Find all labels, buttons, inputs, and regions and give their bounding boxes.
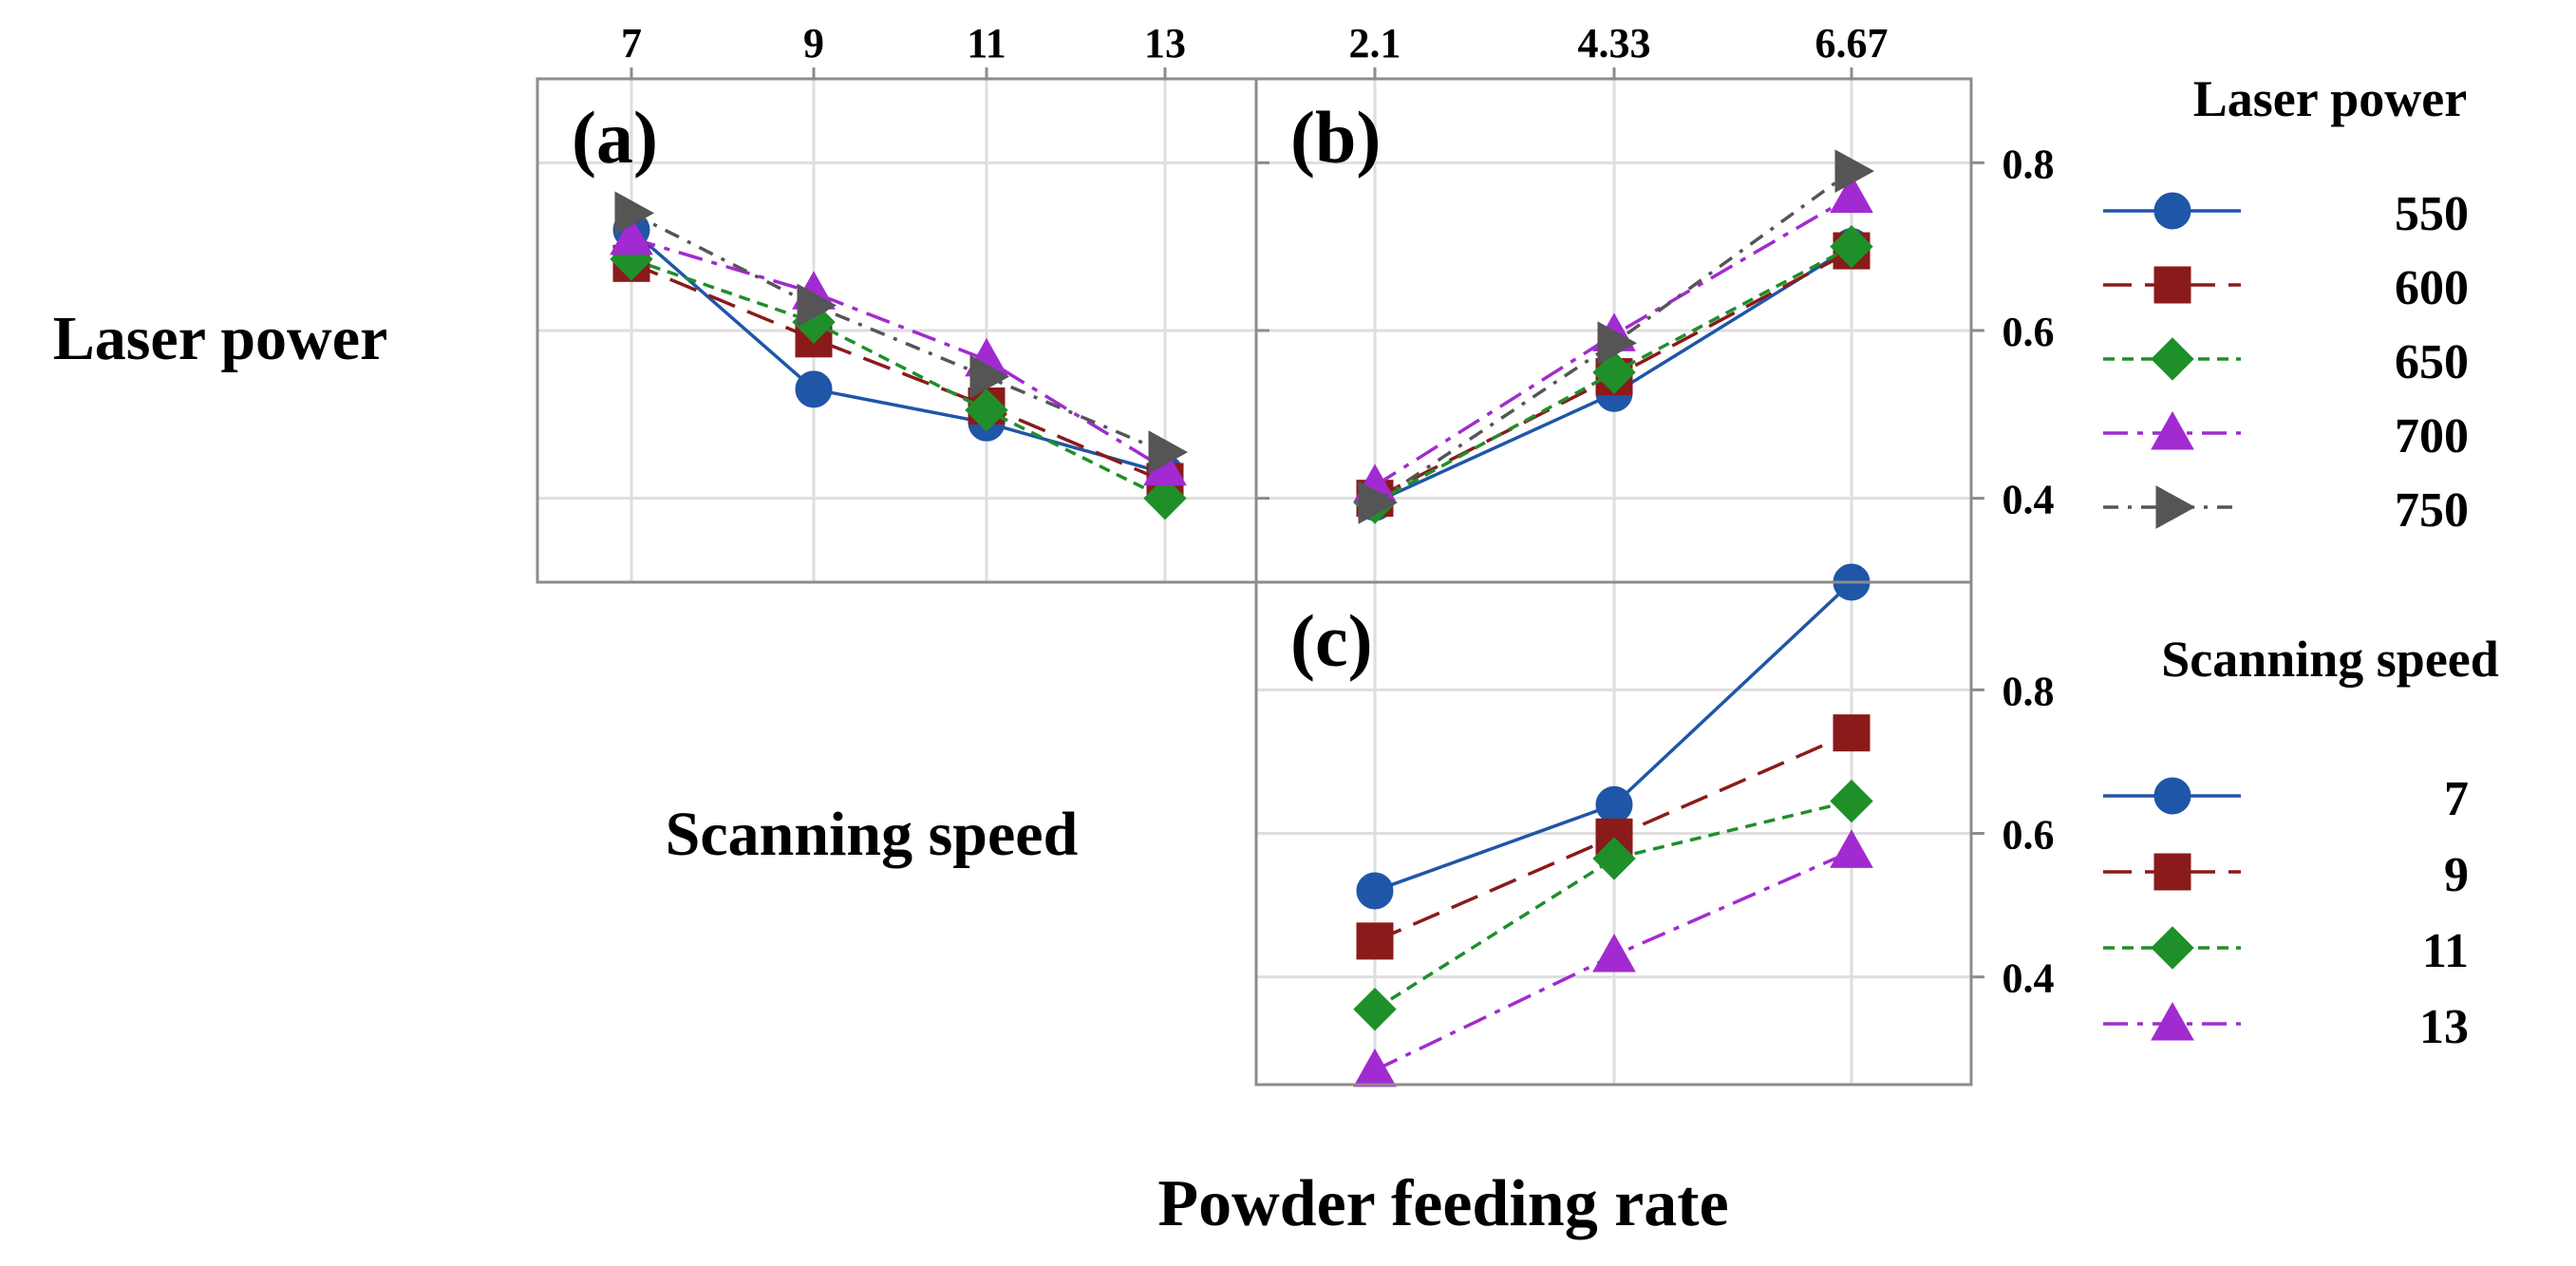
panel-b-point-650-1 <box>1592 350 1636 394</box>
panel-b-xtick-label: 6.67 <box>1815 20 1889 66</box>
panel-a-point-650-2 <box>965 388 1008 432</box>
legend-1-swatch-marker-11 <box>2151 926 2194 970</box>
panel-a-line-750 <box>630 211 1166 454</box>
legend-0-swatch-marker-550 <box>2153 192 2191 230</box>
panel-a-line-600 <box>630 261 1166 483</box>
panel-c-point-7-1 <box>1595 785 1633 823</box>
panel-b-line-750 <box>1374 169 1853 504</box>
panel-a-line-650 <box>630 257 1166 501</box>
legend-0-item-label-750: 750 <box>2395 483 2469 538</box>
legend-0-item-label-550: 550 <box>2395 187 2469 241</box>
panel-a-line-550 <box>630 228 1166 475</box>
legend-0-swatch-marker-600 <box>2153 266 2191 304</box>
panel-a-xtick-label: 11 <box>967 20 1006 66</box>
legend-0-item-label-700: 700 <box>2395 409 2469 463</box>
panel-c-point-13-2 <box>1830 829 1873 868</box>
row-label-scanning-speed: Scanning speed <box>666 800 1079 869</box>
panel-a-point-700-0 <box>610 216 653 255</box>
legend-1-title: Scanning speed <box>2161 631 2499 688</box>
panel-a-point-550-1 <box>795 370 833 408</box>
panel-c-ytick-label: 0.6 <box>2003 812 2055 859</box>
x-axis-title: Powder feeding rate <box>1157 1167 1728 1240</box>
legend-1-swatch-marker-7 <box>2153 777 2191 815</box>
panel-c-point-13-0 <box>1353 1048 1397 1087</box>
row-label-laser-power: Laser power <box>53 304 388 373</box>
panel-c-point-11-2 <box>1830 779 1873 823</box>
panel-c-label: (c) <box>1290 599 1373 682</box>
panel-a-line-700 <box>630 236 1166 471</box>
panel-c-line-11 <box>1374 799 1852 1011</box>
panel-a-point-750-0 <box>614 191 655 236</box>
panel-c-ytick-label: 0.4 <box>2003 955 2055 1002</box>
panel-a-point-750-2 <box>969 354 1010 399</box>
panel-a-xtick-label: 7 <box>621 20 642 66</box>
panel-c-point-9-2 <box>1833 714 1871 752</box>
panel-b-xtick-label: 4.33 <box>1578 20 1651 66</box>
legend-0-item-label-650: 650 <box>2395 335 2469 389</box>
panel-b-point-750-1 <box>1597 321 1638 366</box>
panel-c-point-11-0 <box>1353 987 1397 1031</box>
panel-a-point-650-3 <box>1143 476 1187 520</box>
panel-b-point-750-2 <box>1834 149 1875 194</box>
legend-1-swatch-marker-9 <box>2153 853 2191 891</box>
legend-1-item-label-7: 7 <box>2444 772 2469 826</box>
panel-b-point-700-2 <box>1830 174 1873 214</box>
panel-b-point-750-0 <box>1358 481 1399 524</box>
panel-a-label: (a) <box>572 96 658 179</box>
panel-a-point-750-3 <box>1148 430 1189 474</box>
panel-b-label: (b) <box>1290 96 1381 179</box>
legend-0-swatch-marker-650 <box>2151 337 2194 381</box>
legend-0-item-label-600: 600 <box>2395 261 2469 315</box>
panel-b-xtick-label: 2.1 <box>1349 20 1401 66</box>
panel-c-point-9-0 <box>1356 922 1394 960</box>
legend-1-item-label-9: 9 <box>2444 848 2469 902</box>
legend-1-item-label-13: 13 <box>2419 1000 2469 1054</box>
panel-a-xtick-label: 9 <box>803 20 824 66</box>
panel-c-point-11-1 <box>1592 837 1636 880</box>
panel-b-point-650-2 <box>1830 224 1873 269</box>
panel-a-xtick-label: 13 <box>1144 20 1186 66</box>
legend-0-swatch-marker-700 <box>2151 410 2194 450</box>
panel-c-point-13-1 <box>1592 933 1636 973</box>
legend-1-swatch-marker-13 <box>2151 1001 2194 1041</box>
panel-b-ytick-label: 0.8 <box>2003 141 2055 187</box>
panel-a-point-750-1 <box>797 283 837 328</box>
panel-c-frame <box>1254 580 1973 1086</box>
legend-0-swatch-marker-750 <box>2155 485 2196 529</box>
panel-b-ytick-label: 0.6 <box>2003 309 2055 355</box>
legend-0-title: Laser power <box>2193 70 2467 127</box>
panel-c-point-7-0 <box>1356 872 1394 910</box>
panel-b-ytick-label: 0.4 <box>2003 477 2055 523</box>
legend-1-item-label-11: 11 <box>2422 924 2469 978</box>
panel-c-ytick-label: 0.8 <box>2003 668 2055 714</box>
